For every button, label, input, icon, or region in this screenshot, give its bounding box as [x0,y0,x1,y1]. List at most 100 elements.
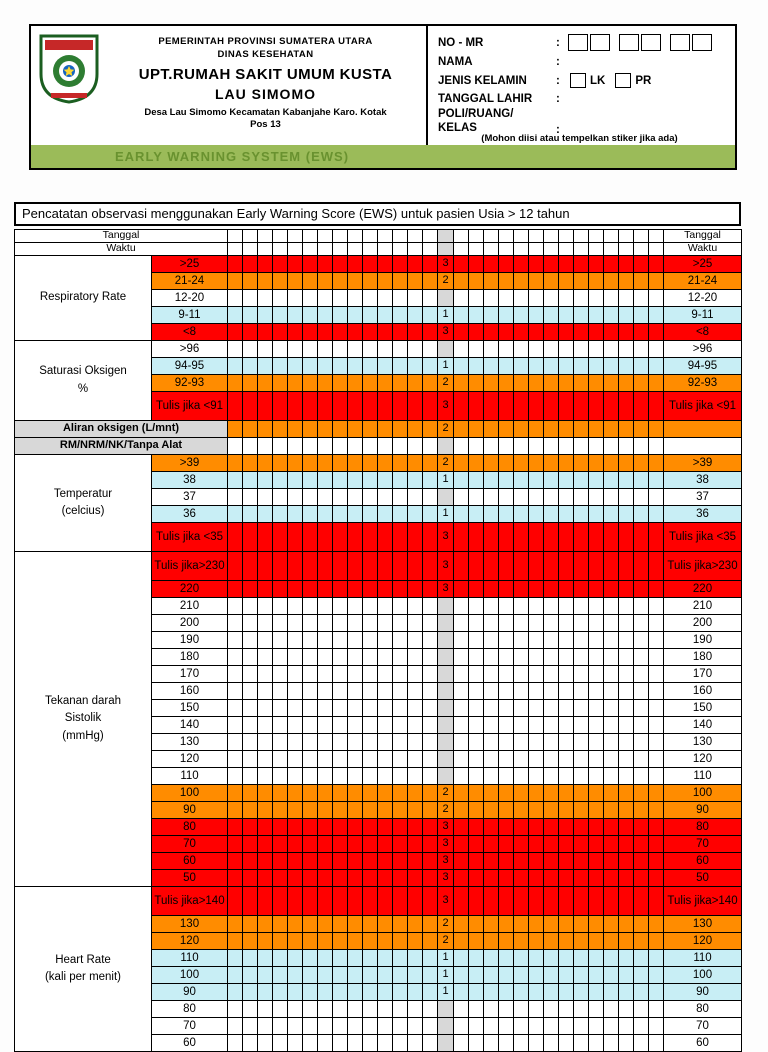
obs-cell[interactable] [618,784,634,802]
obs-cell[interactable] [227,340,243,358]
obs-cell[interactable] [633,272,649,290]
obs-cell[interactable] [287,869,303,887]
obs-cell[interactable] [317,767,333,785]
obs-cell[interactable] [453,784,469,802]
obs-cell[interactable] [648,454,664,472]
obs-cell[interactable] [242,437,258,455]
obs-cell[interactable] [498,597,514,615]
obs-cell[interactable] [407,306,423,324]
obs-cell[interactable] [618,699,634,717]
obs-cell[interactable] [242,323,258,341]
obs-cell[interactable] [317,391,333,421]
obs-cell[interactable] [618,733,634,751]
obs-cell[interactable] [573,932,589,950]
obs-cell[interactable] [453,648,469,666]
obs-cell[interactable] [453,886,469,916]
obs-cell[interactable] [392,886,408,916]
obs-cell[interactable] [483,454,499,472]
obs-cell[interactable] [513,551,529,581]
obs-cell[interactable] [633,522,649,552]
obs-cell[interactable] [648,733,664,751]
obs-cell[interactable] [242,551,258,581]
obs-cell[interactable] [242,522,258,552]
obs-cell[interactable] [558,983,574,1001]
obs-cell[interactable] [332,852,348,870]
obs-cell[interactable] [618,801,634,819]
obs-cell[interactable] [558,255,574,273]
obs-cell[interactable] [453,983,469,1001]
obs-cell[interactable] [453,242,469,256]
obs-cell[interactable] [362,229,378,243]
obs-cell[interactable] [633,966,649,984]
obs-cell[interactable] [588,784,604,802]
obs-cell[interactable] [648,522,664,552]
obs-cell[interactable] [272,665,288,683]
obs-cell[interactable] [483,699,499,717]
obs-cell[interactable] [513,682,529,700]
obs-cell[interactable] [227,505,243,523]
obs-cell[interactable] [407,665,423,683]
obs-cell[interactable] [242,949,258,967]
obs-cell[interactable] [302,255,318,273]
obs-cell[interactable] [528,869,544,887]
obs-cell[interactable] [618,505,634,523]
obs-cell[interactable] [573,242,589,256]
obs-cell[interactable] [302,1017,318,1035]
obs-cell[interactable] [603,437,619,455]
obs-cell[interactable] [453,949,469,967]
obs-cell[interactable] [483,750,499,768]
obs-cell[interactable] [407,323,423,341]
obs-cell[interactable] [543,835,559,853]
obs-cell[interactable] [573,1000,589,1018]
obs-cell[interactable] [242,767,258,785]
obs-cell[interactable] [603,665,619,683]
obs-cell[interactable] [422,784,438,802]
obs-cell[interactable] [287,949,303,967]
obs-cell[interactable] [498,614,514,632]
obs-cell[interactable] [227,255,243,273]
obs-cell[interactable] [272,505,288,523]
obs-cell[interactable] [513,648,529,666]
obs-cell[interactable] [227,471,243,489]
obs-cell[interactable] [453,1034,469,1052]
obs-cell[interactable] [362,750,378,768]
obs-cell[interactable] [227,699,243,717]
obs-cell[interactable] [287,340,303,358]
obs-cell[interactable] [332,915,348,933]
obs-cell[interactable] [528,886,544,916]
obs-cell[interactable] [227,966,243,984]
obs-cell[interactable] [498,733,514,751]
obs-cell[interactable] [332,784,348,802]
obs-cell[interactable] [392,272,408,290]
obs-cell[interactable] [528,391,544,421]
obs-cell[interactable] [362,699,378,717]
obs-cell[interactable] [633,818,649,836]
obs-cell[interactable] [603,580,619,598]
obs-cell[interactable] [257,835,273,853]
obs-cell[interactable] [468,932,484,950]
obs-cell[interactable] [498,420,514,438]
obs-cell[interactable] [603,1034,619,1052]
obs-cell[interactable] [407,750,423,768]
obs-cell[interactable] [453,454,469,472]
obs-cell[interactable] [392,1000,408,1018]
obs-cell[interactable] [302,289,318,307]
obs-cell[interactable] [377,818,393,836]
obs-cell[interactable] [287,229,303,243]
obs-cell[interactable] [558,733,574,751]
obs-cell[interactable] [648,750,664,768]
obs-cell[interactable] [543,682,559,700]
obs-cell[interactable] [287,580,303,598]
obs-cell[interactable] [558,767,574,785]
obs-cell[interactable] [483,631,499,649]
obs-cell[interactable] [468,374,484,392]
obs-cell[interactable] [362,631,378,649]
obs-cell[interactable] [287,784,303,802]
obs-cell[interactable] [468,869,484,887]
obs-cell[interactable] [468,1017,484,1035]
obs-cell[interactable] [588,886,604,916]
obs-cell[interactable] [573,597,589,615]
obs-cell[interactable] [242,932,258,950]
obs-cell[interactable] [573,551,589,581]
obs-cell[interactable] [543,750,559,768]
